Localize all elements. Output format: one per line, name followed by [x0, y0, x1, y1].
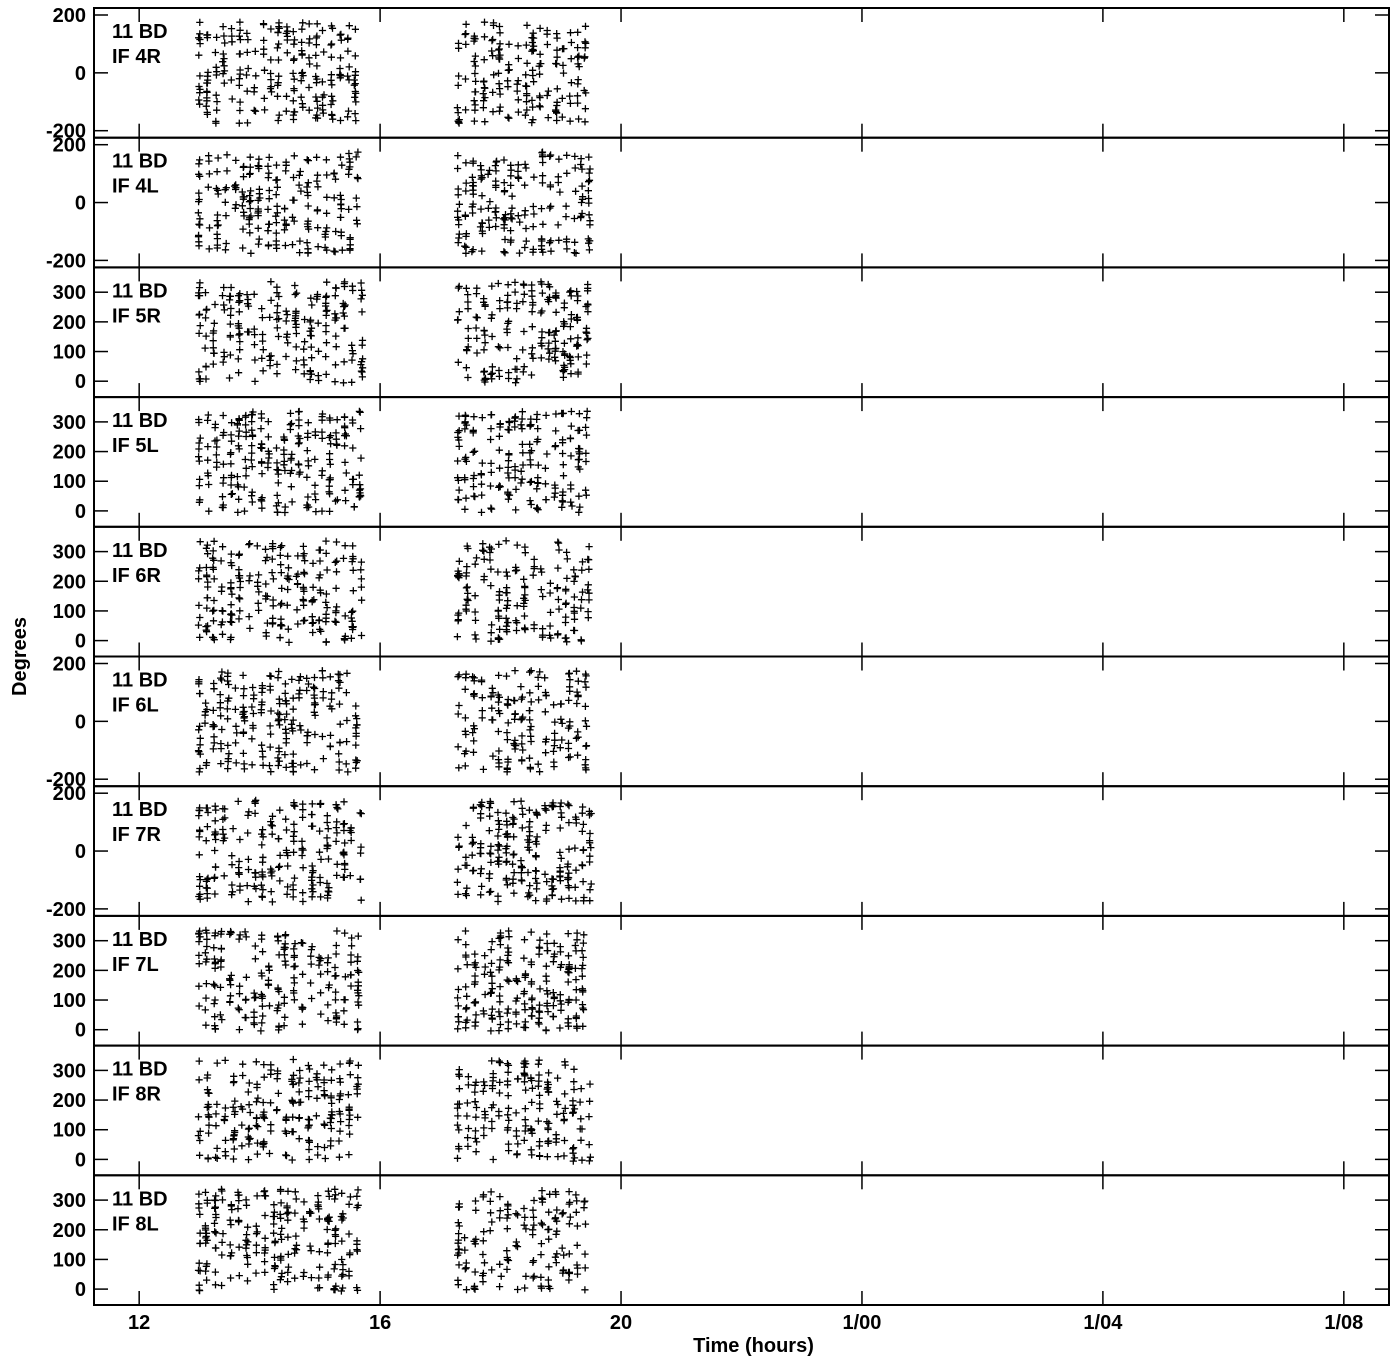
panel-1: -200 0 200 11 BD IF 4R: [46, 5, 1390, 143]
x-tick-label: 16: [369, 1312, 391, 1334]
panel-label-baseline: 11 BD: [112, 540, 168, 562]
y-tick-label: 200: [53, 960, 86, 982]
y-tick-label: 100: [53, 1249, 86, 1271]
data-points: [194, 278, 592, 387]
y-tick-label: 300: [53, 1060, 86, 1082]
y-tick-label: 200: [53, 5, 86, 27]
data-points: [194, 537, 593, 646]
data-points: [194, 1185, 590, 1295]
y-tick-label: 200: [53, 312, 86, 334]
x-tick-label: 12: [128, 1312, 150, 1334]
x-tick-label: 20: [610, 1312, 632, 1334]
panel-label-baseline: 11 BD: [112, 1059, 168, 1081]
y-tick-label: 200: [53, 783, 86, 805]
y-tick-label: 0: [75, 1149, 86, 1171]
data-points: [194, 1055, 594, 1165]
x-tick-label: 1/04: [1083, 1312, 1123, 1334]
panel-frame: [93, 136, 1390, 269]
panel-6: -200 0 200 11 BD IF 6L: [46, 654, 1390, 791]
y-tick-label: 0: [75, 1020, 86, 1042]
panel-label-baseline: 11 BD: [112, 929, 168, 951]
data-points: [195, 926, 588, 1035]
panel-label-baseline: 11 BD: [112, 21, 168, 43]
y-tick-label: 0: [75, 631, 86, 653]
y-tick-label: 200: [53, 1220, 86, 1242]
y-tick-label: -200: [46, 899, 86, 921]
y-tick-label: 300: [53, 1190, 86, 1212]
panel-9: 0 100 200 300 11 BD IF 8R: [53, 1044, 1390, 1177]
x-tick-label: 1/08: [1324, 1312, 1363, 1334]
panel-label-if: IF 7L: [112, 954, 159, 976]
y-tick-label: 300: [53, 931, 86, 953]
panel-4: 0 100 200 300 11 BD IF 5L: [53, 396, 1390, 528]
panel-label-if: IF 5R: [112, 305, 161, 327]
panel-frame: [93, 1174, 1390, 1307]
panel-label-baseline: 11 BD: [112, 410, 168, 432]
panel-10: 0 100 200 300 11 BD IF 8L: [53, 1174, 1390, 1307]
y-tick-label: 0: [75, 841, 86, 863]
panel-label-if: IF 5L: [112, 435, 159, 457]
y-tick-label: 300: [53, 412, 86, 434]
data-points: [194, 148, 594, 257]
panel-label-if: IF 4L: [112, 176, 159, 198]
panel-2: -200 0 200 11 BD IF 4L: [46, 135, 1390, 272]
data-points: [195, 407, 591, 517]
panel-label-baseline: 11 BD: [112, 670, 168, 692]
y-tick-label: 200: [53, 442, 86, 464]
y-tick-label: 200: [53, 1090, 86, 1112]
data-points: [195, 796, 595, 906]
panel-label-if: IF 8R: [112, 1084, 161, 1106]
y-tick-label: 0: [75, 711, 86, 733]
panel-label-if: IF 7R: [112, 824, 161, 846]
y-tick-label: -200: [46, 121, 86, 143]
y-tick-label: 200: [53, 654, 86, 676]
y-tick-label: 200: [53, 135, 86, 157]
y-tick-label: 0: [75, 63, 86, 85]
data-points: [194, 667, 591, 776]
panel-label-if: IF 6L: [112, 695, 159, 717]
y-tick-label: 0: [75, 371, 86, 393]
y-tick-label: 0: [75, 501, 86, 523]
panel-7: -200 0 200 11 BD IF 7R: [46, 783, 1390, 921]
panel-label-baseline: 11 BD: [112, 280, 168, 302]
y-tick-label: 0: [75, 1279, 86, 1301]
x-tick-label: 1/00: [842, 1312, 881, 1334]
y-tick-label: 300: [53, 282, 86, 304]
x-axis-title: Time (hours): [693, 1335, 814, 1357]
panel-label-if: IF 8L: [112, 1213, 159, 1235]
panel-label-if: IF 6R: [112, 565, 161, 587]
panel-8: 0 100 200 300 11 BD IF 7L: [53, 914, 1390, 1047]
y-tick-label: 0: [75, 193, 86, 215]
y-axis-title: Degrees: [9, 617, 31, 696]
y-tick-label: 100: [53, 601, 86, 623]
y-tick-label: 100: [53, 342, 86, 364]
panel-label-baseline: 11 BD: [112, 1188, 168, 1210]
panel-frame: [93, 266, 1390, 399]
panel-label-baseline: 11 BD: [112, 151, 168, 173]
y-tick-label: -200: [46, 250, 86, 272]
y-tick-label: 100: [53, 471, 86, 493]
y-tick-label: 100: [53, 1120, 86, 1142]
panel-label-baseline: 11 BD: [112, 799, 168, 821]
y-tick-label: 200: [53, 571, 86, 593]
data-points: [195, 18, 590, 127]
y-tick-label: -200: [46, 769, 86, 791]
panel-frame: [93, 655, 1390, 788]
panel-label-if: IF 4R: [112, 46, 161, 68]
y-tick-label: 300: [53, 542, 86, 564]
panel-5: 0 100 200 300 11 BD IF 6R: [53, 525, 1390, 658]
panel-3: 0 100 200 300 11 BD IF 5R: [53, 266, 1390, 399]
y-tick-label: 100: [53, 990, 86, 1012]
